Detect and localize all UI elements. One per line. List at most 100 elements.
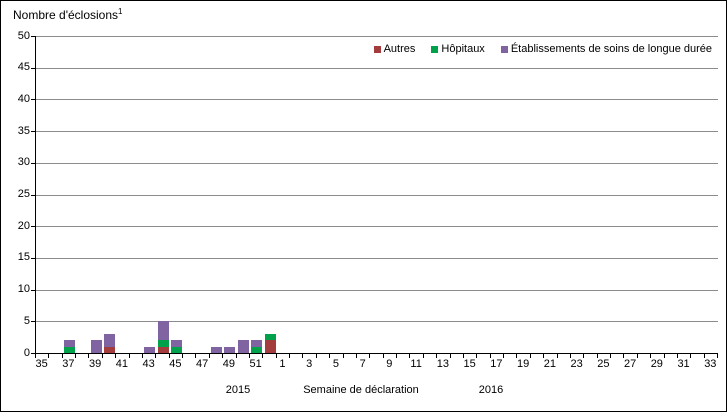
legend-swatch-autres <box>373 45 381 53</box>
y-tick-mark <box>31 194 35 196</box>
x-tick-mark <box>222 354 224 358</box>
x-tick-mark <box>115 354 117 358</box>
x-tick-mark <box>195 354 197 358</box>
x-tick-mark <box>35 354 36 358</box>
y-tick-label-50: 50 <box>17 29 30 42</box>
bar-52-hopitaux <box>264 334 276 341</box>
x-tick-mark <box>289 354 291 358</box>
x-tick-label-43: 43 <box>142 358 155 370</box>
bar-44-etablissements <box>157 321 169 341</box>
y-tick-label-45: 45 <box>17 61 30 74</box>
y-tick-label-35: 35 <box>17 124 30 137</box>
x-tick-mark <box>703 354 705 358</box>
x-tick-mark <box>663 354 665 358</box>
x-tick-mark <box>262 354 264 358</box>
x-tick-label-19: 19 <box>516 358 530 370</box>
bar-45-etablissements <box>170 340 182 347</box>
y-tick-mark <box>31 36 35 37</box>
x-tick-mark <box>302 354 304 358</box>
year-label-2015: 2015 <box>225 384 251 396</box>
y-tick-mark <box>31 257 35 259</box>
x-tick-mark <box>476 354 478 358</box>
x-tick-label-27: 27 <box>623 358 637 370</box>
x-tick-label-51: 51 <box>249 358 262 370</box>
x-tick-mark <box>208 354 210 358</box>
y-tick-label-10: 10 <box>17 283 30 296</box>
y-tick-mark <box>31 321 35 323</box>
gridline-y-25 <box>36 194 718 196</box>
chart-title: Nombre d'éclosions1 <box>13 7 122 22</box>
gridline-y-10 <box>36 289 718 291</box>
y-tick-mark <box>31 67 35 69</box>
x-tick-mark <box>342 354 344 358</box>
x-tick-mark <box>636 354 638 358</box>
x-tick-label-7: 7 <box>359 358 366 370</box>
y-tick-mark <box>31 131 35 133</box>
x-tick-label-25: 25 <box>597 358 610 370</box>
x-tick-mark <box>355 354 357 358</box>
x-tick-mark <box>75 354 77 358</box>
x-tick-mark <box>48 354 50 358</box>
gridline-y-40 <box>36 99 718 101</box>
y-tick-label-20: 20 <box>17 219 30 232</box>
x-axis-title: Semaine de déclaration <box>303 384 419 396</box>
gridline-y-50 <box>36 36 718 37</box>
gridline-y-20 <box>36 226 718 228</box>
x-tick-mark <box>101 354 103 358</box>
y-tick-label-25: 25 <box>17 188 30 200</box>
bar-40-autres <box>104 346 116 353</box>
gridline-y-5 <box>36 321 718 323</box>
x-tick-label-37: 37 <box>62 358 75 370</box>
x-tick-mark <box>329 354 331 358</box>
y-tick-mark <box>31 162 35 164</box>
x-tick-mark <box>569 354 571 358</box>
x-tick-mark <box>369 354 371 358</box>
legend: Autres Hôpitaux Établissements de soins de… <box>373 43 712 55</box>
chart-title-footnote-marker: 1 <box>118 7 123 16</box>
x-tick-label-5: 5 <box>332 358 339 370</box>
legend-label-hopitaux: Hôpitaux <box>441 43 485 55</box>
x-tick-label-15: 15 <box>463 358 476 370</box>
bar-39-etablissements <box>90 340 102 353</box>
legend-label-autres: Autres <box>383 43 416 55</box>
y-tick-label-5: 5 <box>23 314 30 327</box>
bar-44-autres <box>157 346 169 353</box>
y-tick-mark <box>31 353 35 354</box>
x-tick-mark <box>543 354 545 358</box>
x-tick-label-17: 17 <box>490 358 503 370</box>
gridline-y-45 <box>36 67 718 69</box>
x-tick-mark <box>610 354 612 358</box>
x-tick-mark <box>596 354 598 358</box>
bar-48-etablissements <box>211 346 223 353</box>
x-tick-mark <box>556 354 558 358</box>
bar-44-hopitaux <box>157 340 169 347</box>
x-tick-label-3: 3 <box>306 358 313 370</box>
x-tick-label-11: 11 <box>410 358 422 370</box>
bar-49-etablissements <box>224 346 236 353</box>
x-tick-mark <box>529 354 531 358</box>
x-tick-label-9: 9 <box>386 358 393 370</box>
x-tick-mark <box>168 354 170 358</box>
x-tick-mark <box>409 354 411 358</box>
x-tick-label-45: 45 <box>169 358 182 370</box>
x-tick-label-23: 23 <box>570 358 583 370</box>
x-tick-mark <box>182 354 184 358</box>
bar-51-etablissements <box>251 340 263 347</box>
x-tick-label-41: 41 <box>115 358 129 370</box>
bar-50-etablissements <box>237 340 249 353</box>
x-tick-mark <box>583 354 585 358</box>
x-tick-mark <box>676 354 678 358</box>
legend-item-autres: Autres <box>373 43 416 55</box>
x-tick-mark <box>275 354 277 358</box>
legend-swatch-hopitaux <box>431 45 439 53</box>
y-tick-label-15: 15 <box>17 251 30 264</box>
x-tick-mark <box>489 354 491 358</box>
x-tick-mark <box>141 354 143 358</box>
legend-item-hopitaux: Hôpitaux <box>431 43 485 55</box>
x-tick-label-39: 39 <box>89 358 102 370</box>
x-tick-mark <box>503 354 505 358</box>
x-tick-label-29: 29 <box>650 358 663 370</box>
bar-52-autres <box>264 340 276 353</box>
year-label-2016: 2016 <box>478 384 504 396</box>
gridline-y-35 <box>36 131 718 133</box>
